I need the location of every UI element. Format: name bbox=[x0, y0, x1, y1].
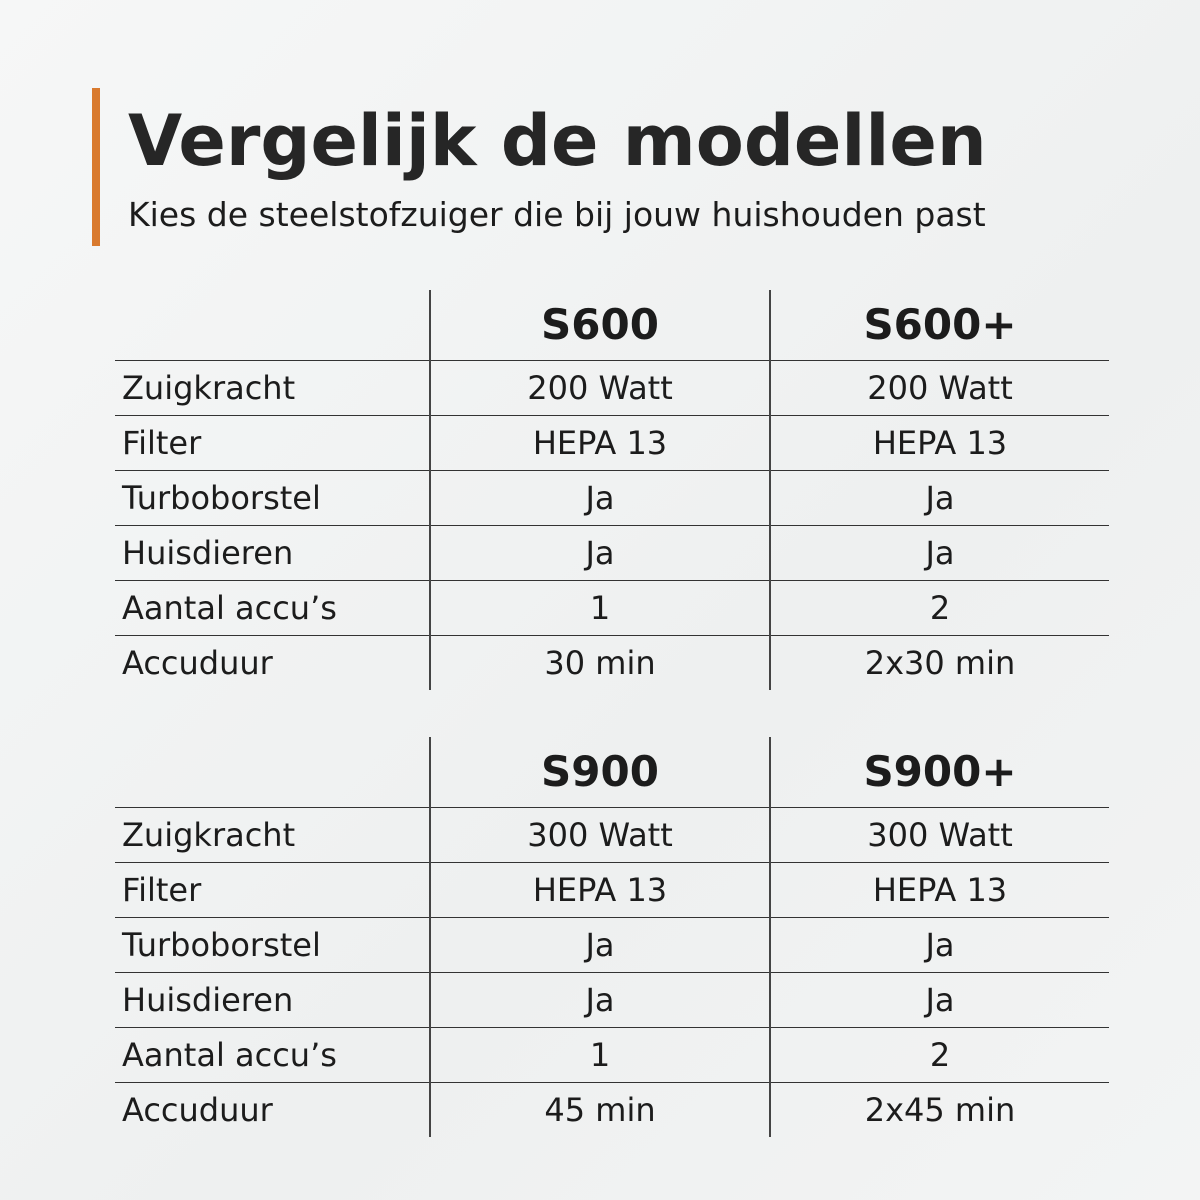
row-value: 300 Watt bbox=[429, 807, 770, 863]
row-value: HEPA 13 bbox=[769, 415, 1109, 471]
row-value: 2x45 min bbox=[769, 1082, 1109, 1137]
table-row: Accuduur 30 min 2x30 min bbox=[115, 635, 1109, 690]
table-row: Zuigkracht 300 Watt 300 Watt bbox=[115, 807, 1109, 863]
row-value: 200 Watt bbox=[769, 360, 1109, 416]
model-header: S600+ bbox=[769, 290, 1109, 361]
table-row: Huisdieren Ja Ja bbox=[115, 972, 1109, 1028]
page-subtitle: Kies de steelstofzuiger die bij jouw hui… bbox=[128, 195, 986, 234]
row-value: 2 bbox=[769, 580, 1109, 636]
empty-header-cell bbox=[115, 737, 430, 808]
row-value: Ja bbox=[769, 525, 1109, 581]
row-label: Aantal accu’s bbox=[115, 580, 430, 636]
table-header-row: S600 S600+ bbox=[115, 290, 1109, 361]
table-row: Filter HEPA 13 HEPA 13 bbox=[115, 862, 1109, 918]
model-header: S900 bbox=[429, 737, 770, 808]
comparison-table-s900: S900 S900+ Zuigkracht 300 Watt 300 Watt Filte… bbox=[115, 737, 1109, 1137]
row-label: Zuigkracht bbox=[115, 360, 430, 416]
row-value: 300 Watt bbox=[769, 807, 1109, 863]
table-row: Filter HEPA 13 HEPA 13 bbox=[115, 415, 1109, 471]
row-label: Huisdieren bbox=[115, 972, 430, 1028]
row-label: Huisdieren bbox=[115, 525, 430, 581]
row-value: Ja bbox=[769, 972, 1109, 1028]
row-value: HEPA 13 bbox=[769, 862, 1109, 918]
row-label: Turboborstel bbox=[115, 470, 430, 526]
row-label: Zuigkracht bbox=[115, 807, 430, 863]
row-value: Ja bbox=[769, 917, 1109, 973]
row-value: 1 bbox=[429, 1027, 770, 1083]
row-value: Ja bbox=[429, 917, 770, 973]
table-row: Accuduur 45 min 2x45 min bbox=[115, 1082, 1109, 1137]
row-label: Filter bbox=[115, 415, 430, 471]
row-value: 45 min bbox=[429, 1082, 770, 1137]
row-label: Filter bbox=[115, 862, 430, 918]
table-row: Huisdieren Ja Ja bbox=[115, 525, 1109, 581]
row-value: 30 min bbox=[429, 635, 770, 690]
row-label: Aantal accu’s bbox=[115, 1027, 430, 1083]
table-row: Aantal accu’s 1 2 bbox=[115, 580, 1109, 636]
row-label: Accuduur bbox=[115, 635, 430, 690]
table-row: Zuigkracht 200 Watt 200 Watt bbox=[115, 360, 1109, 416]
row-value: HEPA 13 bbox=[429, 862, 770, 918]
row-label: Turboborstel bbox=[115, 917, 430, 973]
row-value: 2x30 min bbox=[769, 635, 1109, 690]
row-value: 2 bbox=[769, 1027, 1109, 1083]
model-header: S900+ bbox=[769, 737, 1109, 808]
table-row: Turboborstel Ja Ja bbox=[115, 917, 1109, 973]
row-value: HEPA 13 bbox=[429, 415, 770, 471]
row-label: Accuduur bbox=[115, 1082, 430, 1137]
row-value: Ja bbox=[769, 470, 1109, 526]
empty-header-cell bbox=[115, 290, 430, 361]
table-row: Aantal accu’s 1 2 bbox=[115, 1027, 1109, 1083]
table-header-row: S900 S900+ bbox=[115, 737, 1109, 808]
row-value: 200 Watt bbox=[429, 360, 770, 416]
comparison-table-s600: S600 S600+ Zuigkracht 200 Watt 200 Watt Filte… bbox=[115, 290, 1109, 690]
model-header: S600 bbox=[429, 290, 770, 361]
row-value: Ja bbox=[429, 525, 770, 581]
row-value: Ja bbox=[429, 972, 770, 1028]
accent-bar bbox=[92, 88, 100, 246]
table-row: Turboborstel Ja Ja bbox=[115, 470, 1109, 526]
row-value: 1 bbox=[429, 580, 770, 636]
row-value: Ja bbox=[429, 470, 770, 526]
page-title: Vergelijk de modellen bbox=[128, 100, 987, 182]
